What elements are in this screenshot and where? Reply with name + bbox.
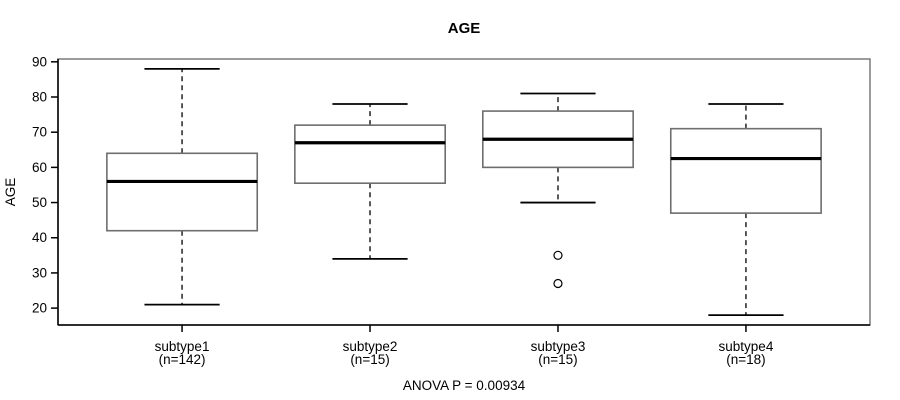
y-tick-label-50: 50 <box>32 195 47 210</box>
y-tick-label-60: 60 <box>32 160 47 175</box>
outlier-subtype3-1 <box>553 278 563 289</box>
y-tick-label-30: 30 <box>32 265 47 280</box>
x-sublabel-subtype1: (n=142) <box>159 352 206 367</box>
box-subtype1 <box>106 152 259 232</box>
y-tick-label-80: 80 <box>32 90 47 105</box>
x-sublabel-subtype3: (n=15) <box>538 352 577 367</box>
y-tick-label-40: 40 <box>32 230 47 245</box>
x-label-subtype2: subtype2 <box>343 339 398 354</box>
x-label-subtype4: subtype4 <box>719 339 774 354</box>
anova-annotation: ANOVA P = 0.00934 <box>403 378 526 393</box>
x-sublabel-subtype4: (n=18) <box>726 352 765 367</box>
x-label-subtype1: subtype1 <box>155 339 210 354</box>
y-tick-label-20: 20 <box>32 301 47 316</box>
y-axis-label: AGE <box>3 178 18 207</box>
x-label-subtype3: subtype3 <box>531 339 586 354</box>
x-sublabel-subtype2: (n=15) <box>350 352 389 367</box>
box-subtype4 <box>669 127 822 214</box>
y-tick-label-90: 90 <box>32 54 47 69</box>
box-subtype2 <box>294 124 447 185</box>
y-tick-label-70: 70 <box>32 125 47 140</box>
plot-area: 2030405060708090subtype1(n=142)subtype2(… <box>32 54 871 367</box>
chart-title: AGE <box>448 20 481 37</box>
outlier-subtype3-0 <box>553 250 563 260</box>
